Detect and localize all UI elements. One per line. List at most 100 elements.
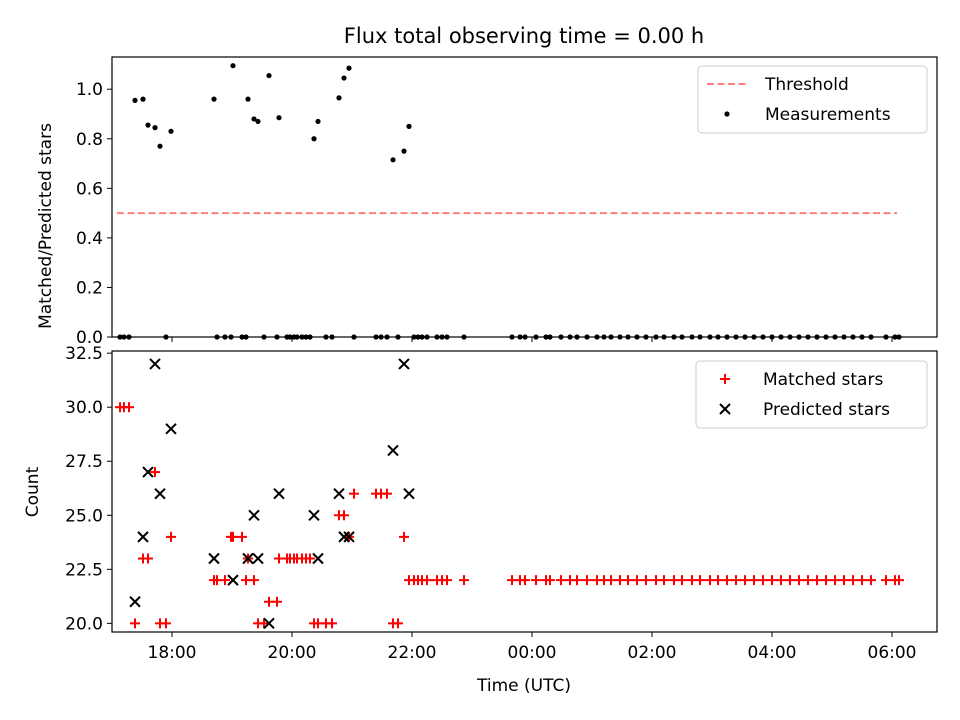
predicted-star-point <box>129 596 141 608</box>
measurement-point <box>406 123 412 129</box>
matched-star-point <box>422 575 432 586</box>
predicted-star-point <box>227 574 239 586</box>
top-ytick-label: 0.8 <box>76 130 103 150</box>
bottom-ylabel: Count <box>23 466 43 517</box>
legend-measurements-swatch <box>724 111 730 117</box>
bottom-axes-frame <box>111 350 938 633</box>
measurement-point <box>168 128 174 134</box>
top-panel: Matched/Predicted stars 0.0 0.2 0.4 0.6 0.8 1… <box>36 56 938 348</box>
matched-star-point <box>305 553 315 564</box>
predicted-star-point <box>312 552 324 565</box>
matched-star-point <box>520 575 530 586</box>
measurement-point <box>140 96 146 102</box>
matched-star-point <box>382 488 392 499</box>
bottom-ticks: 20.0 22.5 25.0 27.5 30.0 32.5 18:00 20:00 22:00 0… <box>65 344 916 663</box>
measurement-point <box>401 148 407 154</box>
measurement-point <box>132 97 138 103</box>
predicted-star-point <box>333 487 345 500</box>
bottom-xtick-label: 02:00 <box>628 643 677 663</box>
matched-star-point <box>130 618 140 629</box>
bottom-ytick-label: 30.0 <box>65 398 103 418</box>
measurement-point <box>315 118 321 125</box>
matched-star-point <box>161 618 171 629</box>
top-ytick-label: 0.0 <box>76 328 103 348</box>
matched-star-point <box>695 575 705 586</box>
matched-star-point <box>545 575 555 586</box>
matched-star-point <box>623 575 633 586</box>
bottom-legend-box <box>695 360 928 429</box>
predicted-star-point <box>308 509 320 521</box>
matched-star-point <box>393 618 403 629</box>
bottom-ytick-label: 20.0 <box>65 614 103 634</box>
legend-measurements-label: Measurements <box>765 105 891 125</box>
matched-star-point <box>830 575 840 586</box>
predicted-star-point <box>343 531 355 543</box>
legend-predicted-swatch <box>719 403 731 415</box>
top-ytick-label: 0.6 <box>76 179 103 199</box>
bottom-ytick-label: 32.5 <box>65 344 103 364</box>
matched-star-point <box>881 575 891 586</box>
top-ytick-label: 1.0 <box>76 80 103 100</box>
matched-star-point <box>731 575 741 586</box>
measurement-point <box>276 115 282 121</box>
matched-star-point <box>442 575 452 586</box>
legend-matched-swatch <box>720 374 730 384</box>
predicted-star-point <box>149 358 161 370</box>
matched-star-point <box>220 575 230 586</box>
bottom-ytick-label: 27.5 <box>65 452 103 472</box>
top-ytick-label: 0.2 <box>76 278 103 298</box>
bottom-xtick-label: 22:00 <box>388 643 437 663</box>
matched-star-point <box>259 618 269 629</box>
matched-star-point <box>749 575 759 586</box>
bottom-xlabel: Time (UTC) <box>476 676 571 696</box>
matched-star-point <box>166 531 176 542</box>
measurement-point <box>251 116 257 122</box>
bottom-legend: Matched stars Predicted stars <box>695 360 928 429</box>
bottom-ytick-label: 25.0 <box>65 506 103 526</box>
bottom-xtick-label: 20:00 <box>268 643 317 663</box>
matched-star-point <box>349 488 359 499</box>
measurement-point <box>145 122 151 128</box>
legend-matched-marker <box>720 374 730 384</box>
measurement-point <box>152 125 158 131</box>
predicted-star-point <box>263 617 275 630</box>
matched-star-point <box>606 575 616 586</box>
matched-star-point <box>150 467 160 478</box>
legend-matched-label: Matched stars <box>763 370 883 390</box>
top-ytick-label: 0.4 <box>76 229 103 249</box>
bottom-xtick-label: 00:00 <box>508 643 557 663</box>
predicted-star-point <box>403 487 415 500</box>
legend-predicted-marker <box>719 403 731 415</box>
predicted-star-point <box>142 466 154 478</box>
matched-star-point <box>812 575 822 586</box>
matched-star-point <box>124 402 134 413</box>
predicted-star-point <box>137 531 149 543</box>
measurement-point <box>311 136 317 142</box>
matched-star-point <box>339 510 349 521</box>
measurement-point <box>341 75 347 81</box>
top-legend-box <box>697 65 928 134</box>
matched-star-point <box>531 575 541 586</box>
top-plot-area <box>117 63 902 340</box>
predicted-star-point <box>387 444 399 457</box>
matched-star-point <box>713 575 723 586</box>
bottom-xtick-label: 06:00 <box>868 643 917 663</box>
predicted-star-point <box>208 552 220 565</box>
matched-star-point <box>249 575 259 586</box>
matched-star-point <box>794 575 804 586</box>
matched-star-point <box>803 575 813 586</box>
measurement-point <box>266 72 272 79</box>
top-ticks: 0.0 0.2 0.4 0.6 0.8 1.0 <box>76 80 893 348</box>
predicted-star-point <box>398 358 410 370</box>
measurement-point <box>255 118 261 125</box>
matched-star-point <box>399 531 409 542</box>
predicted-star-point <box>252 552 264 565</box>
matched-star-point <box>767 575 777 586</box>
top-ylabel: Matched/Predicted stars <box>36 123 56 329</box>
matched-star-point <box>776 575 786 586</box>
matched-star-point <box>572 575 582 586</box>
matched-star-point <box>327 618 337 629</box>
predicted-star-point <box>273 487 285 500</box>
measurement-point <box>230 63 236 69</box>
